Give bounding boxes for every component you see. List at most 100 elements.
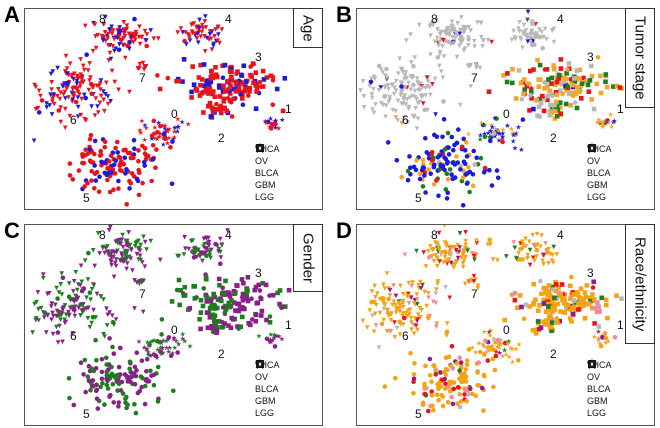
legend-label: BLCA (587, 384, 611, 394)
data-point (494, 343, 501, 349)
data-point (420, 85, 425, 91)
data-point (410, 280, 415, 285)
data-point (216, 276, 222, 282)
data-point (492, 126, 499, 132)
data-point (72, 71, 77, 77)
data-point (85, 374, 91, 379)
data-point (216, 32, 221, 37)
data-point (196, 75, 202, 80)
data-point (443, 372, 448, 378)
data-point (142, 264, 148, 269)
data-point (90, 378, 96, 383)
data-point (35, 105, 41, 111)
data-point (452, 245, 457, 250)
data-point (450, 160, 455, 165)
data-point (93, 337, 98, 343)
cluster-0-points (118, 331, 193, 361)
data-point (440, 44, 445, 49)
data-point (459, 15, 464, 20)
data-point (198, 34, 204, 39)
data-point (196, 40, 201, 45)
data-point (521, 31, 526, 37)
data-point (212, 94, 218, 100)
data-point (585, 301, 591, 307)
data-point (61, 305, 67, 310)
data-point (591, 279, 596, 285)
data-point (406, 301, 412, 306)
data-point (537, 303, 542, 308)
data-point (522, 77, 527, 82)
data-point (75, 95, 81, 100)
data-point (437, 63, 442, 69)
data-point (133, 37, 138, 42)
data-point (94, 358, 99, 363)
data-point (457, 43, 462, 49)
data-point (453, 30, 459, 36)
data-point (137, 24, 142, 29)
data-point (459, 144, 465, 150)
cluster-5-points (67, 132, 175, 207)
data-point (411, 82, 416, 88)
data-point (558, 57, 564, 62)
data-point (200, 258, 205, 264)
data-point (397, 332, 403, 337)
data-point (171, 388, 176, 394)
data-point (457, 392, 462, 397)
data-point (235, 324, 240, 329)
data-point (463, 238, 468, 244)
data-point (273, 121, 278, 127)
data-point (529, 89, 534, 95)
data-point (549, 81, 554, 86)
data-point (253, 319, 259, 324)
data-point (149, 338, 155, 344)
data-point (44, 330, 49, 335)
data-point (217, 94, 223, 99)
data-point (85, 277, 91, 282)
data-point (147, 343, 152, 348)
data-point (542, 80, 547, 85)
data-point (487, 127, 494, 134)
data-point (512, 35, 518, 40)
data-point (89, 178, 94, 183)
data-point (215, 38, 220, 43)
data-point (527, 262, 533, 268)
cluster-label-8: 8 (99, 12, 106, 26)
data-point (199, 77, 205, 82)
data-point (105, 177, 110, 183)
data-point (127, 366, 132, 372)
data-point (566, 61, 572, 66)
data-point (241, 280, 246, 286)
data-point (480, 341, 486, 347)
data-point (534, 254, 539, 259)
data-point (164, 128, 171, 134)
data-point (372, 311, 378, 317)
data-point (110, 44, 116, 49)
data-point (222, 321, 227, 326)
data-point (162, 125, 168, 131)
data-point (516, 251, 521, 256)
data-point (53, 302, 58, 308)
data-point (168, 145, 173, 150)
data-point (202, 19, 208, 24)
data-point (272, 344, 278, 349)
data-point (578, 286, 584, 292)
data-point (455, 242, 460, 248)
legend-label: GBM (587, 396, 608, 406)
data-point (546, 77, 551, 82)
data-point (521, 22, 527, 28)
shape-legend: THCA OV BLCA GBM LGG (255, 359, 280, 419)
data-point (463, 254, 468, 260)
data-point (463, 245, 468, 251)
lgg-marker-icon (255, 144, 265, 153)
data-point (207, 103, 212, 109)
data-point (253, 284, 259, 290)
data-point (60, 275, 66, 281)
data-point (381, 296, 386, 302)
data-point (97, 251, 102, 256)
data-point (239, 277, 245, 282)
data-point (433, 291, 439, 296)
data-point (570, 82, 575, 88)
cluster-8-points (408, 15, 494, 60)
data-point (253, 83, 258, 88)
